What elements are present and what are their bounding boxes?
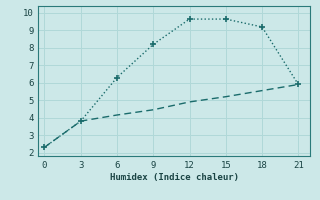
X-axis label: Humidex (Indice chaleur): Humidex (Indice chaleur) bbox=[110, 173, 239, 182]
